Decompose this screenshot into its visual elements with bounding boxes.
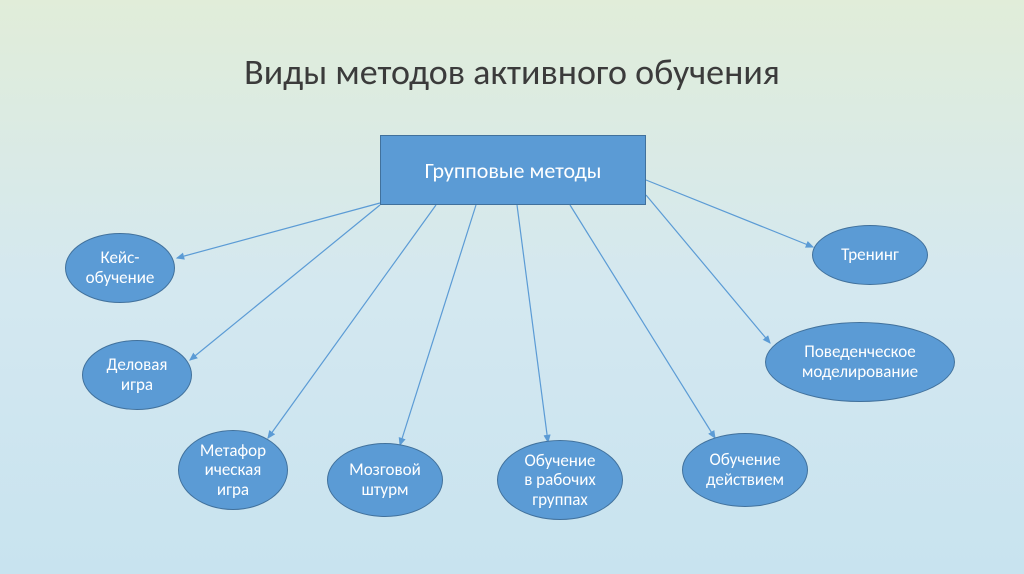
connector-arrow [400,205,476,445]
node-metaphor: Метафор ическая игра [178,430,288,510]
connector-arrow [190,205,380,360]
node-brainstorm: Мозговой штурм [327,443,443,517]
page-title: Виды методов активного обучения [0,50,1024,94]
node-label: Мозговой штурм [349,460,421,499]
node-label: Кейс- обучение [86,248,155,287]
connector-arrow [646,195,770,343]
connector-arrow [646,180,813,247]
node-label: Поведенческое моделирование [802,342,918,381]
node-label: Деловая игра [107,355,168,394]
center-label: Групповые методы [425,157,602,184]
node-label: Метафор ическая игра [200,441,266,500]
node-case: Кейс- обучение [65,233,175,303]
node-label: Обучение в рабочих группах [524,451,596,510]
node-workgroup: Обучение в рабочих группах [497,440,623,520]
connector-arrow [177,203,380,258]
connector-arrow [268,205,436,438]
connector-arrow [570,205,715,438]
node-behavior: Поведенческое моделирование [765,322,955,402]
node-business: Деловая игра [82,340,192,410]
node-label: Тренинг [841,245,899,265]
node-label: Обучение действием [706,450,784,489]
connector-arrow [517,205,548,442]
node-action: Обучение действием [682,433,808,507]
center-node: Групповые методы [380,135,646,205]
node-training: Тренинг [812,225,928,285]
